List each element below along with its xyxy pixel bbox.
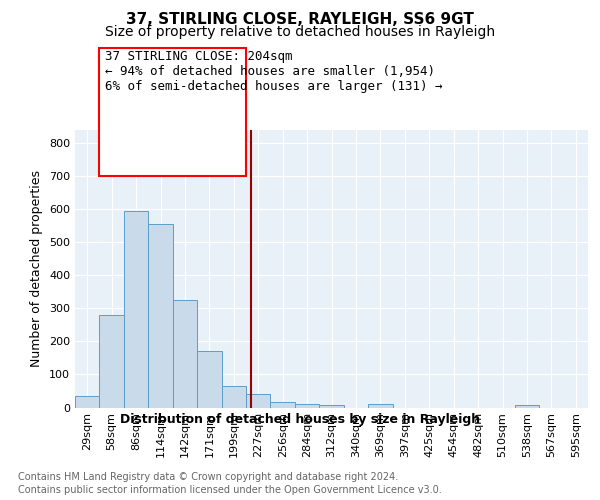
- Text: 37, STIRLING CLOSE, RAYLEIGH, SS6 9GT: 37, STIRLING CLOSE, RAYLEIGH, SS6 9GT: [126, 12, 474, 28]
- Bar: [148, 224, 173, 408]
- Bar: [515, 405, 539, 407]
- Text: Distribution of detached houses by size in Rayleigh: Distribution of detached houses by size …: [120, 412, 480, 426]
- Bar: [173, 300, 197, 408]
- Bar: [319, 405, 344, 407]
- Bar: [295, 404, 319, 407]
- Y-axis label: Number of detached properties: Number of detached properties: [31, 170, 43, 367]
- Bar: [75, 396, 100, 407]
- Text: Contains public sector information licensed under the Open Government Licence v3: Contains public sector information licen…: [18, 485, 442, 495]
- Bar: [197, 352, 221, 408]
- Text: 37 STIRLING CLOSE: 204sqm
← 94% of detached houses are smaller (1,954)
6% of sem: 37 STIRLING CLOSE: 204sqm ← 94% of detac…: [106, 50, 443, 93]
- Text: Size of property relative to detached houses in Rayleigh: Size of property relative to detached ho…: [105, 25, 495, 39]
- Bar: [100, 315, 124, 408]
- Bar: [124, 211, 148, 408]
- Bar: [368, 404, 392, 407]
- Bar: [271, 402, 295, 407]
- Bar: [246, 394, 271, 407]
- Bar: [221, 386, 246, 407]
- Text: Contains HM Land Registry data © Crown copyright and database right 2024.: Contains HM Land Registry data © Crown c…: [18, 472, 398, 482]
